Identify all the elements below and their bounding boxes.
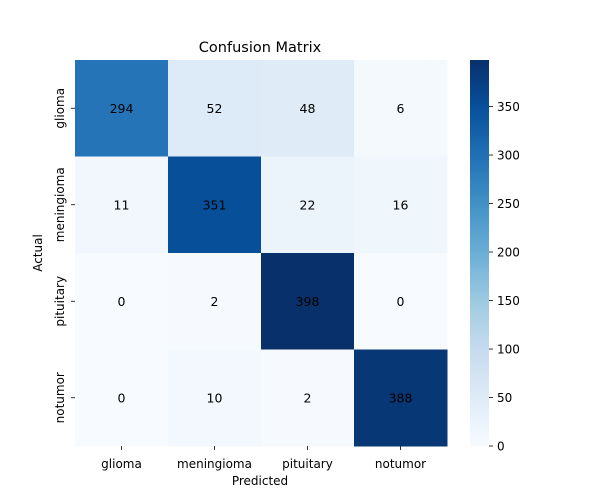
cell-value-label: 11 [114,197,130,212]
heatmap-cell [354,253,448,350]
heatmap-cell [168,60,262,157]
cell-value-label: 22 [300,197,316,212]
y-tick-labels: glioma meningioma pituitary notumor [53,88,75,423]
cell-value-label: 6 [397,101,405,116]
cell-value-label: 10 [207,390,223,405]
cell-value-label: 398 [296,294,320,309]
colorbar-tick-label: 300 [497,149,520,163]
heatmap-cell [261,156,355,254]
heatmap-cell [261,349,355,447]
heatmap-cell [75,253,169,350]
heatmap-cell [168,156,262,254]
heatmap-cell [75,60,169,157]
x-tick-label: notumor [375,457,426,471]
heatmap-cell [168,349,262,447]
y-tick-label: meningioma [53,167,67,242]
x-tick-label: glioma [101,457,142,471]
colorbar-tick-label: 150 [497,294,520,308]
colorbar-tick-label: 50 [497,391,512,405]
heatmap-cell [75,156,169,254]
heatmap-cell [354,156,448,254]
y-tick-label: pituitary [53,276,67,327]
cell-value-label: 294 [110,101,134,116]
heatmap-cell [354,349,448,447]
colorbar-tick-label: 0 [497,440,505,454]
heatmap-cell [261,253,355,350]
cell-value-label: 0 [118,390,126,405]
colorbar-gradient [470,60,489,446]
colorbar-tick-label: 250 [497,197,520,211]
heatmap-cell [261,60,355,157]
heatmap-cells [75,60,448,447]
x-tick-label: pituitary [282,457,333,471]
cell-value-label: 0 [397,294,405,309]
colorbar-tick-label: 350 [497,100,520,114]
heatmap-cell [168,253,262,350]
cell-value-label: 16 [393,197,409,212]
y-axis-label: Actual [31,234,45,272]
x-tick-labels: glioma meningioma pituitary notumor [101,446,426,471]
y-tick-label: glioma [53,88,67,129]
cell-value-label: 2 [304,390,312,405]
heatmap-cell [75,349,169,447]
cell-value-label: 52 [207,101,223,116]
chart-title: Confusion Matrix [199,40,322,56]
cell-value-label: 48 [300,101,316,116]
heatmap-cell [354,60,448,157]
colorbar: 0 50 100 150 200 250 300 350 [470,60,520,454]
cell-annotations: 294 52 48 6 11 351 22 16 0 2 398 0 0 10 2 388 [110,101,413,406]
colorbar-tick-label: 200 [497,246,520,260]
cell-value-label: 351 [203,197,227,212]
cell-value-label: 2 [211,294,219,309]
cell-value-label: 388 [389,390,413,405]
colorbar-tick-label: 100 [497,343,520,357]
y-tick-label: notumor [53,372,67,423]
cell-value-label: 0 [118,294,126,309]
x-tick-label: meningioma [177,457,252,471]
x-axis-label: Predicted [232,474,288,488]
